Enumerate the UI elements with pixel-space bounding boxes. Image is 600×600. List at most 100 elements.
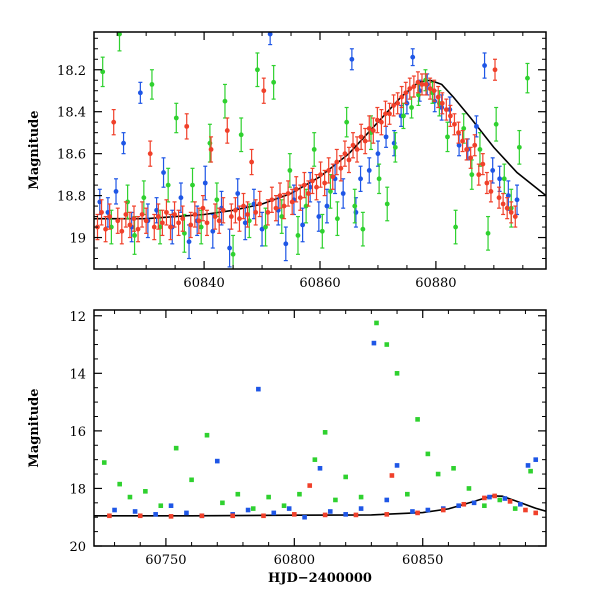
data-point — [164, 209, 169, 215]
data-point — [500, 201, 506, 207]
data-point — [427, 86, 433, 92]
data-point — [172, 212, 177, 217]
data-point — [460, 138, 465, 144]
data-point — [259, 226, 265, 232]
data-point — [490, 168, 496, 173]
data-point — [184, 123, 190, 129]
data-point — [425, 451, 431, 457]
data-point — [482, 495, 487, 501]
top-panel-data — [94, 32, 546, 269]
y-tick-label: 14 — [69, 367, 86, 382]
data-point — [295, 233, 301, 238]
data-point — [271, 510, 277, 516]
bottom-panel: 60750 60800 60850 12 14 16 18 20 Magnitude HJD−… — [27, 309, 547, 586]
data-point — [281, 203, 287, 209]
data-point — [409, 105, 414, 110]
data-point — [132, 509, 138, 514]
data-point — [151, 224, 157, 230]
data-point — [222, 98, 228, 104]
data-point — [220, 207, 226, 213]
data-point — [265, 209, 271, 215]
data-point — [423, 82, 429, 87]
data-point — [99, 209, 104, 215]
data-point — [518, 501, 523, 507]
data-point — [485, 230, 491, 236]
data-point — [512, 214, 518, 219]
data-point — [256, 386, 261, 392]
x-tick-label: 60750 — [145, 553, 186, 568]
data-point — [389, 473, 395, 478]
data-point — [303, 203, 309, 209]
x-tick-label: 60860 — [299, 276, 340, 291]
data-point — [504, 205, 510, 211]
data-point — [241, 203, 246, 209]
data-point — [403, 90, 409, 96]
top-panel-ticks: 60840 60860 60880 18.2 18.4 18.6 18.8 19 — [57, 32, 546, 291]
data-point — [198, 224, 204, 230]
data-point — [314, 184, 319, 190]
data-point — [330, 174, 336, 180]
data-point — [232, 207, 238, 213]
data-point — [208, 147, 214, 152]
data-point — [461, 126, 467, 131]
data-point — [342, 151, 348, 157]
data-point — [415, 510, 420, 516]
data-point — [451, 465, 456, 471]
top-panel-frame — [93, 31, 547, 270]
data-point — [376, 176, 382, 182]
data-point — [245, 212, 250, 217]
data-point — [366, 168, 372, 173]
data-point — [117, 481, 122, 487]
y-tick-label: 18.8 — [57, 190, 86, 205]
data-point — [405, 491, 410, 497]
data-point — [395, 100, 401, 106]
data-point — [293, 186, 299, 192]
data-point — [362, 138, 368, 144]
data-point — [383, 111, 388, 117]
data-point — [415, 417, 420, 422]
data-point — [431, 88, 437, 94]
data-point — [245, 507, 251, 513]
data-point — [199, 513, 205, 519]
data-point — [447, 113, 453, 119]
data-point — [227, 245, 233, 251]
data-point — [360, 226, 366, 232]
data-point — [289, 199, 295, 205]
data-point — [312, 457, 318, 462]
top-panel: 60840 60860 60880 18.2 18.4 18.6 18.8 19 Magnit… — [27, 31, 547, 291]
data-point — [410, 54, 416, 60]
y-tick-label: 16 — [69, 425, 86, 440]
data-point — [286, 506, 292, 511]
data-point — [273, 205, 279, 211]
data-point — [168, 514, 174, 519]
data-point — [279, 214, 285, 219]
data-point — [188, 222, 194, 228]
data-point — [353, 512, 359, 518]
data-point — [327, 509, 333, 514]
data-point — [112, 507, 117, 513]
data-point — [153, 512, 158, 517]
data-point — [182, 230, 187, 236]
data-point — [439, 100, 445, 106]
data-point — [464, 147, 470, 152]
data-point — [253, 209, 259, 215]
data-point — [352, 203, 358, 209]
data-point — [271, 79, 277, 85]
data-point — [297, 195, 303, 201]
data-point — [319, 228, 325, 234]
data-point — [192, 212, 198, 217]
data-point — [383, 134, 389, 140]
data-point — [318, 172, 323, 178]
data-point — [317, 465, 323, 471]
data-point — [228, 214, 234, 219]
y-tick-label: 18.4 — [57, 106, 86, 121]
data-point — [512, 506, 518, 511]
data-point — [516, 144, 522, 150]
data-point — [468, 155, 474, 161]
data-point — [287, 168, 293, 173]
data-point — [333, 497, 338, 503]
data-point — [528, 468, 533, 474]
data-point — [407, 86, 413, 92]
data-point — [202, 180, 208, 186]
